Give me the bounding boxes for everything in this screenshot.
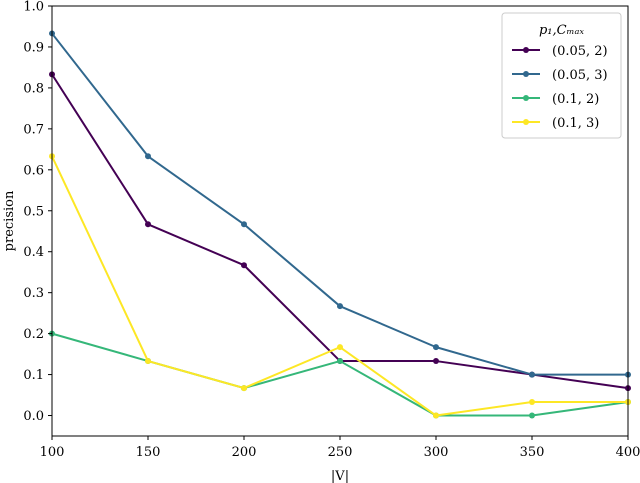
- legend-marker: [523, 47, 529, 53]
- y-tick-label: 0.1: [23, 368, 44, 383]
- data-point: [145, 153, 151, 160]
- legend-entry-label: (0.05, 2): [552, 44, 608, 59]
- data-point: [529, 399, 535, 406]
- data-point: [337, 303, 343, 310]
- data-point: [241, 262, 247, 269]
- legend-entry-label: (0.05, 3): [552, 68, 608, 83]
- x-tick-label: 300: [424, 445, 449, 460]
- data-point: [433, 358, 439, 365]
- legend-marker: [523, 119, 529, 125]
- plot-marks: [49, 30, 631, 419]
- x-tick-label: 350: [520, 445, 545, 460]
- legend-marker: [523, 71, 529, 77]
- data-point: [145, 358, 151, 365]
- legend-entry-label: (0.1, 3): [552, 116, 599, 131]
- y-tick-label: 0.0: [23, 409, 44, 424]
- y-tick-label: 0.7: [23, 122, 44, 137]
- legend-box: [501, 12, 622, 139]
- y-tick-label: 0.4: [23, 245, 44, 260]
- data-point: [529, 371, 535, 378]
- x-tick-label: 400: [616, 445, 640, 460]
- data-point: [433, 412, 439, 419]
- x-tick-label: 200: [232, 445, 257, 460]
- y-tick-label: 0.3: [23, 286, 44, 301]
- data-point: [529, 412, 535, 419]
- data-point: [337, 344, 343, 351]
- y-tick-label: 1.0: [23, 0, 44, 15]
- y-tick-label: 0.5: [23, 204, 44, 219]
- x-tick-label: 100: [40, 445, 65, 460]
- x-axis-label: |V|: [331, 469, 349, 483]
- data-point: [145, 221, 151, 228]
- y-axis-label: precision: [2, 190, 17, 251]
- data-point: [241, 221, 247, 228]
- legend: p₁,Cₘₐₓ (0.05, 2) (0.05, 3) (0.1, 2) (0.1, 3…: [501, 12, 622, 139]
- y-tick-label: 0.2: [23, 327, 44, 342]
- x-tick-label: 250: [328, 445, 353, 460]
- data-point: [433, 344, 439, 351]
- data-point: [337, 358, 343, 365]
- legend-title: p₁,Cₘₐₓ: [539, 23, 584, 38]
- y-tick-label: 0.9: [23, 40, 44, 55]
- legend-marker: [523, 95, 529, 101]
- y-tick-label: 0.8: [23, 81, 44, 96]
- data-point: [241, 385, 247, 392]
- y-tick-label: 0.6: [23, 163, 44, 178]
- legend-entry-label: (0.1, 2): [552, 92, 599, 107]
- x-tick-label: 150: [136, 445, 161, 460]
